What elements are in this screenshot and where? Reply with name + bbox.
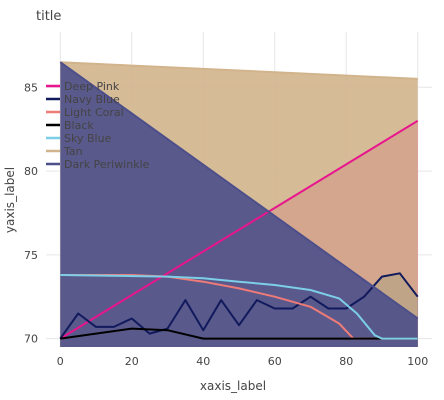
x-tick-label: 100 xyxy=(407,355,428,368)
series-lines xyxy=(59,61,419,340)
y-axis-label: yaxis_label xyxy=(3,167,17,233)
series-line-navy-blue xyxy=(59,272,419,340)
y-tick-label: 75 xyxy=(24,249,38,262)
series-line-tan xyxy=(60,61,418,80)
legend-label-deep-pink: Deep Pink xyxy=(64,80,120,93)
y-tick-label: 85 xyxy=(24,81,38,94)
x-tick-label: 40 xyxy=(196,355,210,368)
legend-label-sky-blue: Sky Blue xyxy=(64,132,112,145)
series-line-black xyxy=(60,327,418,340)
y-tick-label: 80 xyxy=(24,165,38,178)
x-axis: 0 20 40 60 80 100 xyxy=(57,355,428,368)
legend-label-light-coral: Light Coral xyxy=(64,106,124,119)
legend-label-dark-periwinkle: Dark Periwinkle xyxy=(64,158,150,171)
x-axis-label: xaxis_label xyxy=(200,379,266,393)
x-tick-label: 20 xyxy=(125,355,139,368)
y-axis: 70 75 80 85 xyxy=(24,81,38,345)
legend-label-navy-blue: Navy Blue xyxy=(64,93,120,106)
chart-title: title xyxy=(36,9,61,24)
legend-label-black: Black xyxy=(64,119,94,132)
series-line-deep-pink xyxy=(59,119,419,340)
series-line-sky-blue xyxy=(60,274,418,340)
x-tick-label: 80 xyxy=(339,355,353,368)
x-tick-label: 60 xyxy=(268,355,282,368)
series-line-dark-periwinkle xyxy=(59,61,419,320)
legend-label-tan: Tan xyxy=(63,145,83,158)
y-tick-label: 70 xyxy=(24,333,38,346)
x-tick-label: 0 xyxy=(57,355,64,368)
